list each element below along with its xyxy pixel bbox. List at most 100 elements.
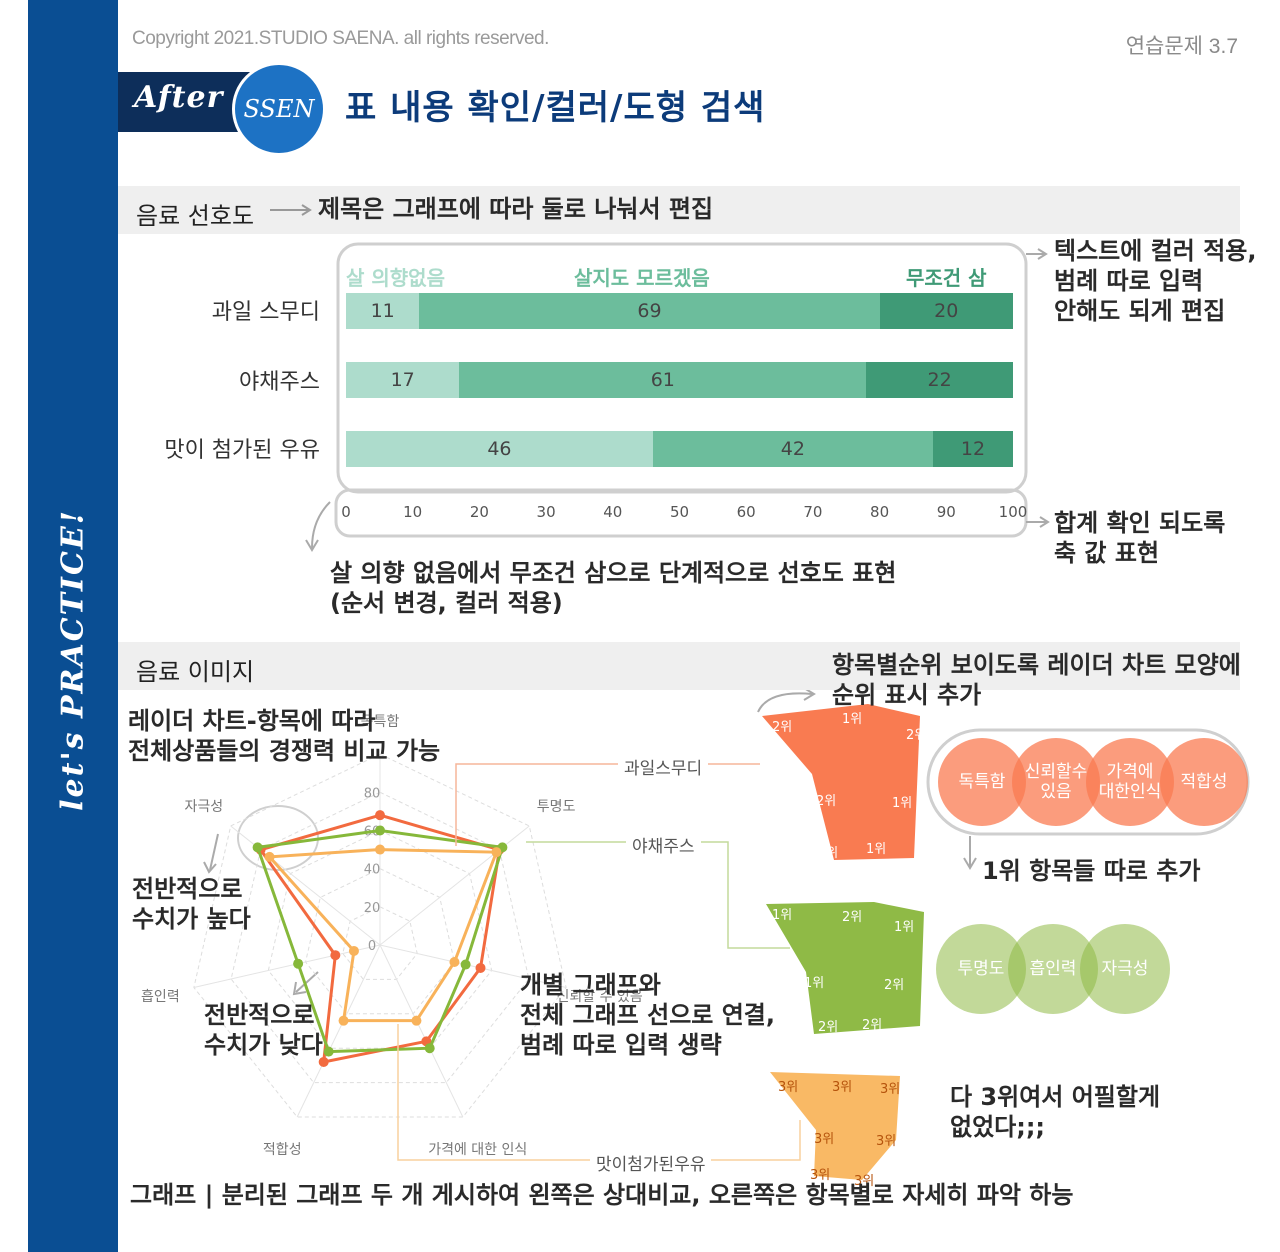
copyright: Copyright 2021.STUDIO SAENA. all rights … <box>132 28 549 49</box>
radar-spoke <box>296 944 381 1118</box>
first-place-circle: 독특함 <box>938 738 1026 826</box>
x-tick-label: 100 <box>998 503 1028 521</box>
rank-label: 3위 <box>810 1168 831 1183</box>
legend-label-maybe: 살지도 모르겠음 <box>574 266 710 290</box>
x-tick-label: 30 <box>536 503 556 521</box>
rank-label: 2위 <box>772 720 793 735</box>
radar-point <box>475 962 486 973</box>
bar-segment: 11 <box>346 293 420 329</box>
radar-axis-label: 투명도 <box>536 798 576 815</box>
connector-label-smoothie: 과일스무디 <box>618 754 709 779</box>
bar-segment: 22 <box>866 362 1013 398</box>
note-radar: 레이더 차트-항목에 따라 전체상품들의 경쟁력 비교 가능 <box>128 707 441 765</box>
rank-label: 1위 <box>818 846 839 861</box>
note-low: 전반적으로 수치가 낮다 <box>204 1001 323 1059</box>
rank-label: 3위 <box>814 1132 835 1147</box>
first-place-circle: 적합성 <box>1160 738 1248 826</box>
exercise-number: 연습문제 3.7 <box>1125 35 1238 58</box>
radar-point <box>375 810 385 821</box>
legend-label-no-intent: 살 의향없음 <box>346 266 445 290</box>
radar-axis-label: 적합성 <box>262 1141 302 1158</box>
radar-point <box>375 825 385 836</box>
connector-label-milk: 맛이첨가된우유 <box>590 1150 712 1175</box>
note-title: 제목은 그래프에 따라 둘로 나눠서 편집 <box>318 195 714 223</box>
radar-grid <box>193 753 567 1118</box>
radar-axis-label: 가격에 대한 인식 <box>428 1141 528 1158</box>
x-tick-label: 70 <box>803 503 823 521</box>
rank-label: 3위 <box>854 1174 875 1189</box>
rank-label: 2위 <box>842 910 863 925</box>
bar-segment: 42 <box>652 431 933 467</box>
rank-label: 1위 <box>866 842 887 857</box>
note-axis: 합계 확인 되도록 축 값 표현 <box>1054 509 1226 567</box>
radar-axis-label: 독특함 <box>360 713 400 730</box>
section-title-image: 음료 이미지 <box>136 658 255 686</box>
rank-label: 2위 <box>816 794 837 809</box>
radar-spoke <box>193 944 381 988</box>
radar-point <box>424 1043 435 1054</box>
radar-point <box>491 847 502 858</box>
radar-point <box>293 958 304 969</box>
rank-label: 1위 <box>842 712 863 727</box>
x-tick-label: 60 <box>736 503 756 521</box>
radar-grid <box>305 868 455 1015</box>
radar-point <box>449 956 460 967</box>
radar-point <box>460 959 471 970</box>
bar-row: 46 42 12 <box>346 431 1013 467</box>
rank-label: 2위 <box>906 728 927 743</box>
rank-label: 1위 <box>894 920 915 935</box>
rank-shape-milk <box>770 1072 900 1180</box>
radar-axis-label: 신뢰할 수 있음 <box>556 989 643 1006</box>
first-place-circle: 자극성 <box>1080 924 1170 1014</box>
x-tick-label: 40 <box>603 503 623 521</box>
note-third: 다 3위여서 어필할게 없었다;;; <box>950 1083 1161 1141</box>
radar-grid <box>230 791 530 1084</box>
radar-spoke <box>379 944 464 1118</box>
bar-row: 17 61 22 <box>346 362 1013 398</box>
legend-label-definitely: 무조건 삼 <box>906 266 987 290</box>
category-label: 과일 스무디 <box>211 300 320 325</box>
radar-point <box>252 842 263 853</box>
radar-grid <box>342 906 418 980</box>
rank-shape-smoothie <box>762 704 920 860</box>
bar-segment: 69 <box>419 293 880 329</box>
radar-point <box>338 1015 349 1026</box>
rank-label: 2위 <box>818 1020 839 1035</box>
radar-point <box>375 844 385 855</box>
radar-spoke <box>379 944 567 988</box>
category-label: 야채주스 <box>239 370 320 395</box>
x-tick-label: 90 <box>936 503 956 521</box>
radar-tick-label: 40 <box>364 863 381 878</box>
note-high: 전반적으로 수치가 높다 <box>132 875 251 933</box>
radar-point <box>318 1056 329 1067</box>
x-tick-label: 50 <box>669 503 690 521</box>
rank-label: 1위 <box>772 908 793 923</box>
page-title: 표 내용 확인/컬러/도형 검색 <box>345 88 766 128</box>
section-bar-image <box>118 642 1240 690</box>
radar-axis-label: 흡인력 <box>141 989 180 1006</box>
connector-label-vegjuice: 야채주스 <box>626 832 701 857</box>
category-label: 맛이 첨가된 우유 <box>164 438 320 463</box>
radar-tick-label: 0 <box>368 939 376 954</box>
arrow-right-icon <box>270 204 312 216</box>
first-place-circle: 가격에 대한인식 <box>1086 738 1174 826</box>
radar-axis-label: 자극성 <box>184 798 224 815</box>
radar-series-line <box>255 828 505 1054</box>
bar-segment: 61 <box>459 362 867 398</box>
radar-tick-label: 20 <box>364 901 381 916</box>
note-rank: 항목별순위 보이도록 레이더 차트 모양에 순위 표시 추가 <box>832 651 1241 709</box>
section-title-preference: 음료 선호도 <box>136 202 255 230</box>
rank-label: 1위 <box>804 976 825 991</box>
bar-segment: 12 <box>932 431 1013 467</box>
bar-segment: 46 <box>346 431 653 467</box>
rank-label: 3위 <box>876 1134 897 1149</box>
radar-tick-label: 80 <box>364 786 381 801</box>
radar-point <box>348 945 359 956</box>
note-order: 살 의향 없음에서 무조건 삼으로 단계적으로 선호도 표현 (순서 변경, 컬… <box>330 559 897 617</box>
first-place-circle: 신뢰할수 있음 <box>1012 738 1100 826</box>
rank-label: 2위 <box>862 1018 883 1033</box>
side-band <box>28 0 118 1252</box>
radar-point <box>264 851 275 862</box>
